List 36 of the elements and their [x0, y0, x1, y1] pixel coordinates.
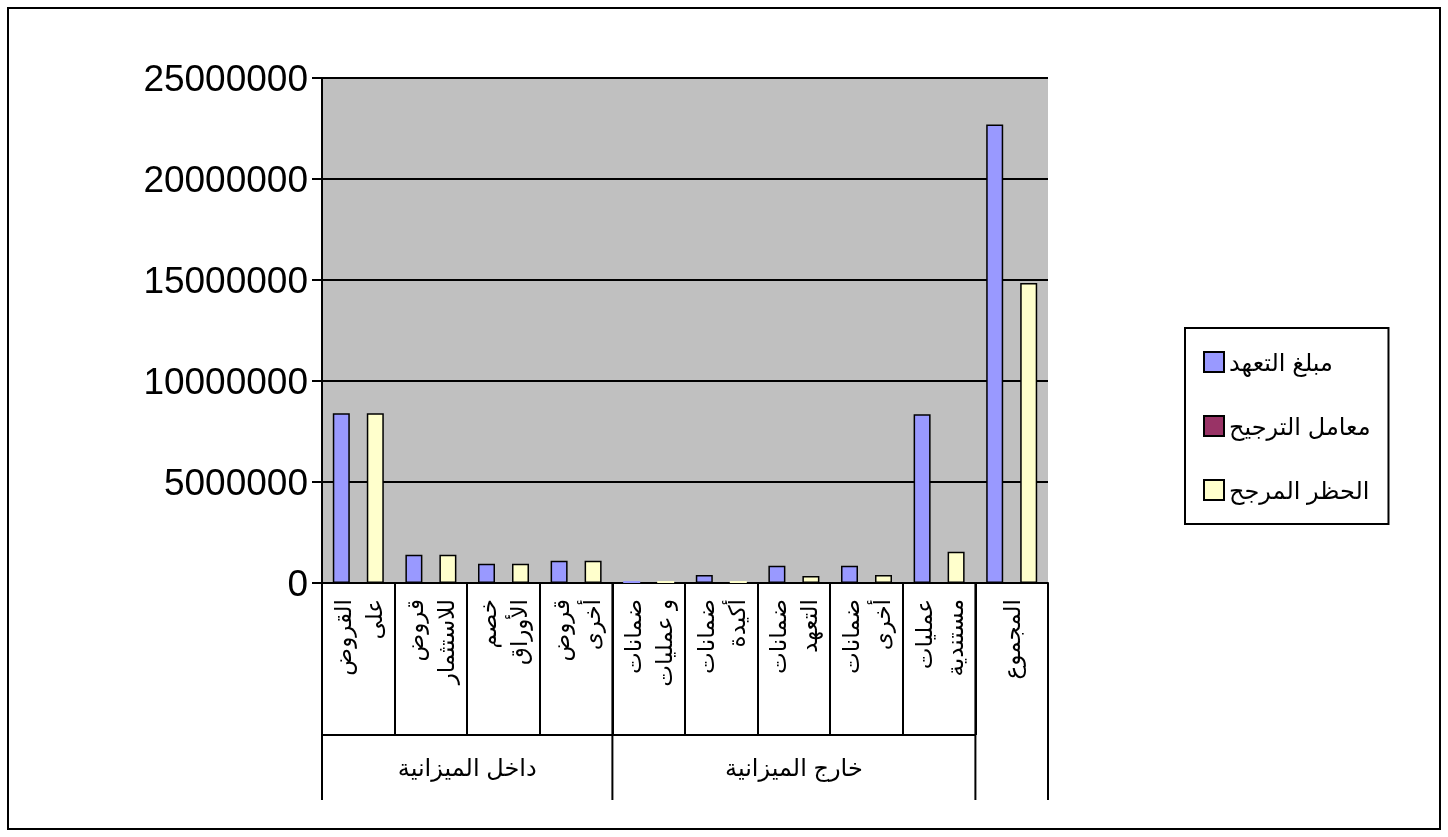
y-tick-label: 20000000: [143, 158, 308, 200]
x-tick-label: القروض على: [329, 599, 387, 676]
x-tick-label: خصم الأوراق: [475, 599, 533, 665]
bar: [695, 574, 713, 583]
x-tick-label: ضمانات التعهد: [765, 599, 824, 674]
y-tick-label: 5000000: [163, 461, 308, 503]
bar: [947, 551, 965, 583]
bar: [729, 580, 747, 583]
bar: [875, 574, 892, 583]
bar: [841, 565, 858, 583]
bar: [768, 565, 786, 583]
x-tick-label: قروض للاستثمار: [402, 599, 461, 686]
x-tick-label: ضمانات أكيدة: [692, 599, 750, 674]
x-tick-label: المجموع: [998, 599, 1026, 680]
x-tick-label: ضمانات أخرى: [838, 599, 896, 674]
bar: [802, 575, 820, 583]
bar: [478, 563, 495, 583]
x-tick-label: عمليات مستندية: [910, 599, 968, 677]
legend-label: الحظر المرجح: [1229, 476, 1370, 505]
bar: [550, 560, 568, 583]
y-tick-label: 0: [287, 562, 308, 604]
bar: [439, 554, 457, 583]
bar: [512, 563, 529, 583]
y-tick-label: 25000000: [143, 57, 308, 99]
legend-label: معامل الترجيح: [1229, 412, 1371, 441]
x-tick-label: ضمانات و عمليات: [620, 599, 679, 687]
text: خارج الميزانية: [725, 753, 863, 782]
text: داخل الميزانية: [397, 753, 537, 782]
bar: [405, 554, 423, 583]
bar: [623, 580, 641, 583]
y-tick-label: 15000000: [143, 259, 308, 301]
bar: [584, 560, 602, 583]
y-tick-label: 10000000: [143, 360, 308, 402]
x-tick-label: قروض أخرى: [547, 599, 606, 662]
legend-label: مبلغ التعهد: [1229, 348, 1333, 377]
bar: [657, 580, 675, 583]
